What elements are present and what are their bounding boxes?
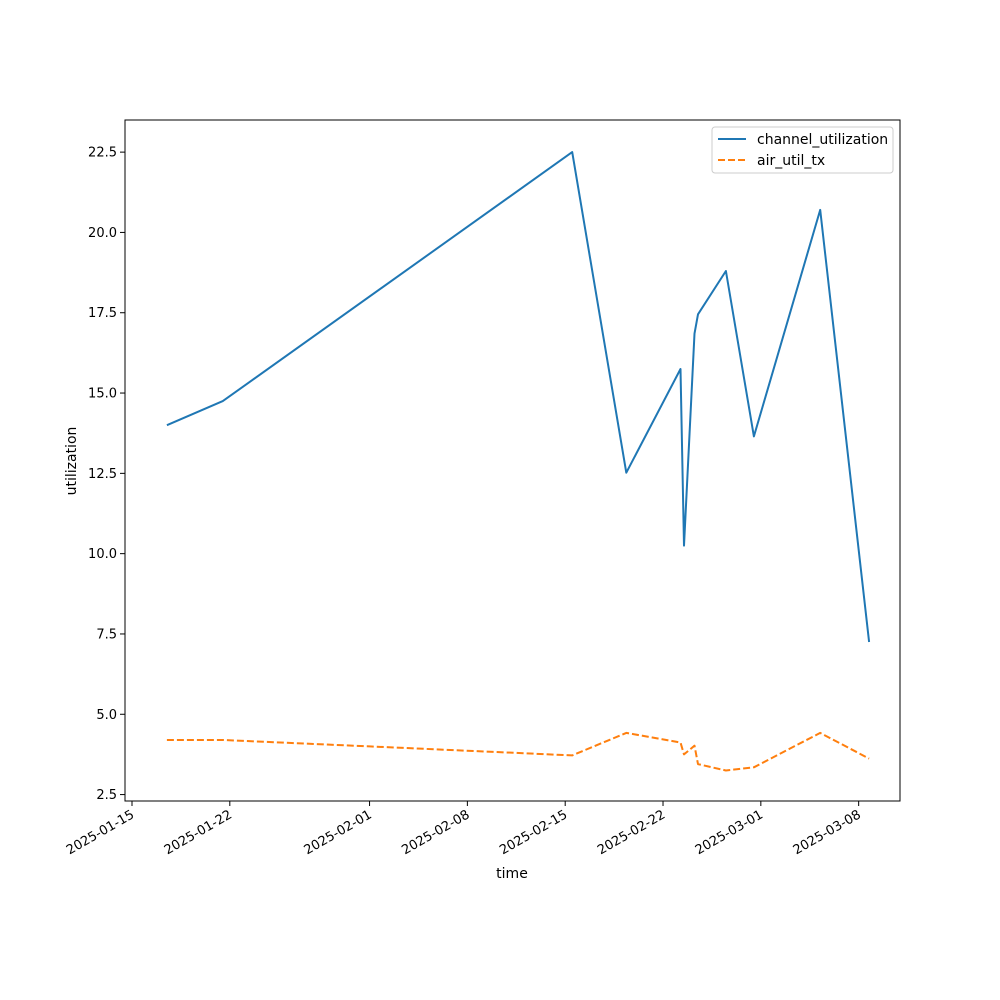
y-tick-label: 10.0 [88, 547, 117, 562]
series-line-channel-utilization [166, 151, 871, 643]
x-axis-label: time [496, 866, 528, 882]
y-tick-label: 22.5 [88, 146, 117, 161]
y-tick-label: 12.5 [88, 467, 117, 482]
y-tick-label: 2.5 [96, 788, 117, 803]
y-tick-label: 7.5 [96, 627, 117, 642]
legend-box [711, 126, 894, 174]
series-layer [166, 151, 871, 772]
plot-area-frame [124, 119, 901, 802]
y-axis-ticks: 2.5 5.0 7.5 10.0 12.5 15.0 17.5 20.0 22.5 [88, 146, 125, 803]
legend: channel_utilization air_util_tx [711, 126, 894, 174]
y-tick-label: 17.5 [88, 306, 117, 321]
series-line-air-util-tx [166, 731, 870, 772]
legend-label-air-util-tx: air_util_tx [757, 153, 825, 169]
y-tick-label: 15.0 [88, 387, 117, 402]
y-tick-label: 20.0 [88, 226, 117, 241]
y-axis-label: utilization [64, 427, 80, 496]
y-tick-label: 5.0 [96, 708, 117, 723]
legend-label-channel-utilization: channel_utilization [757, 132, 888, 148]
